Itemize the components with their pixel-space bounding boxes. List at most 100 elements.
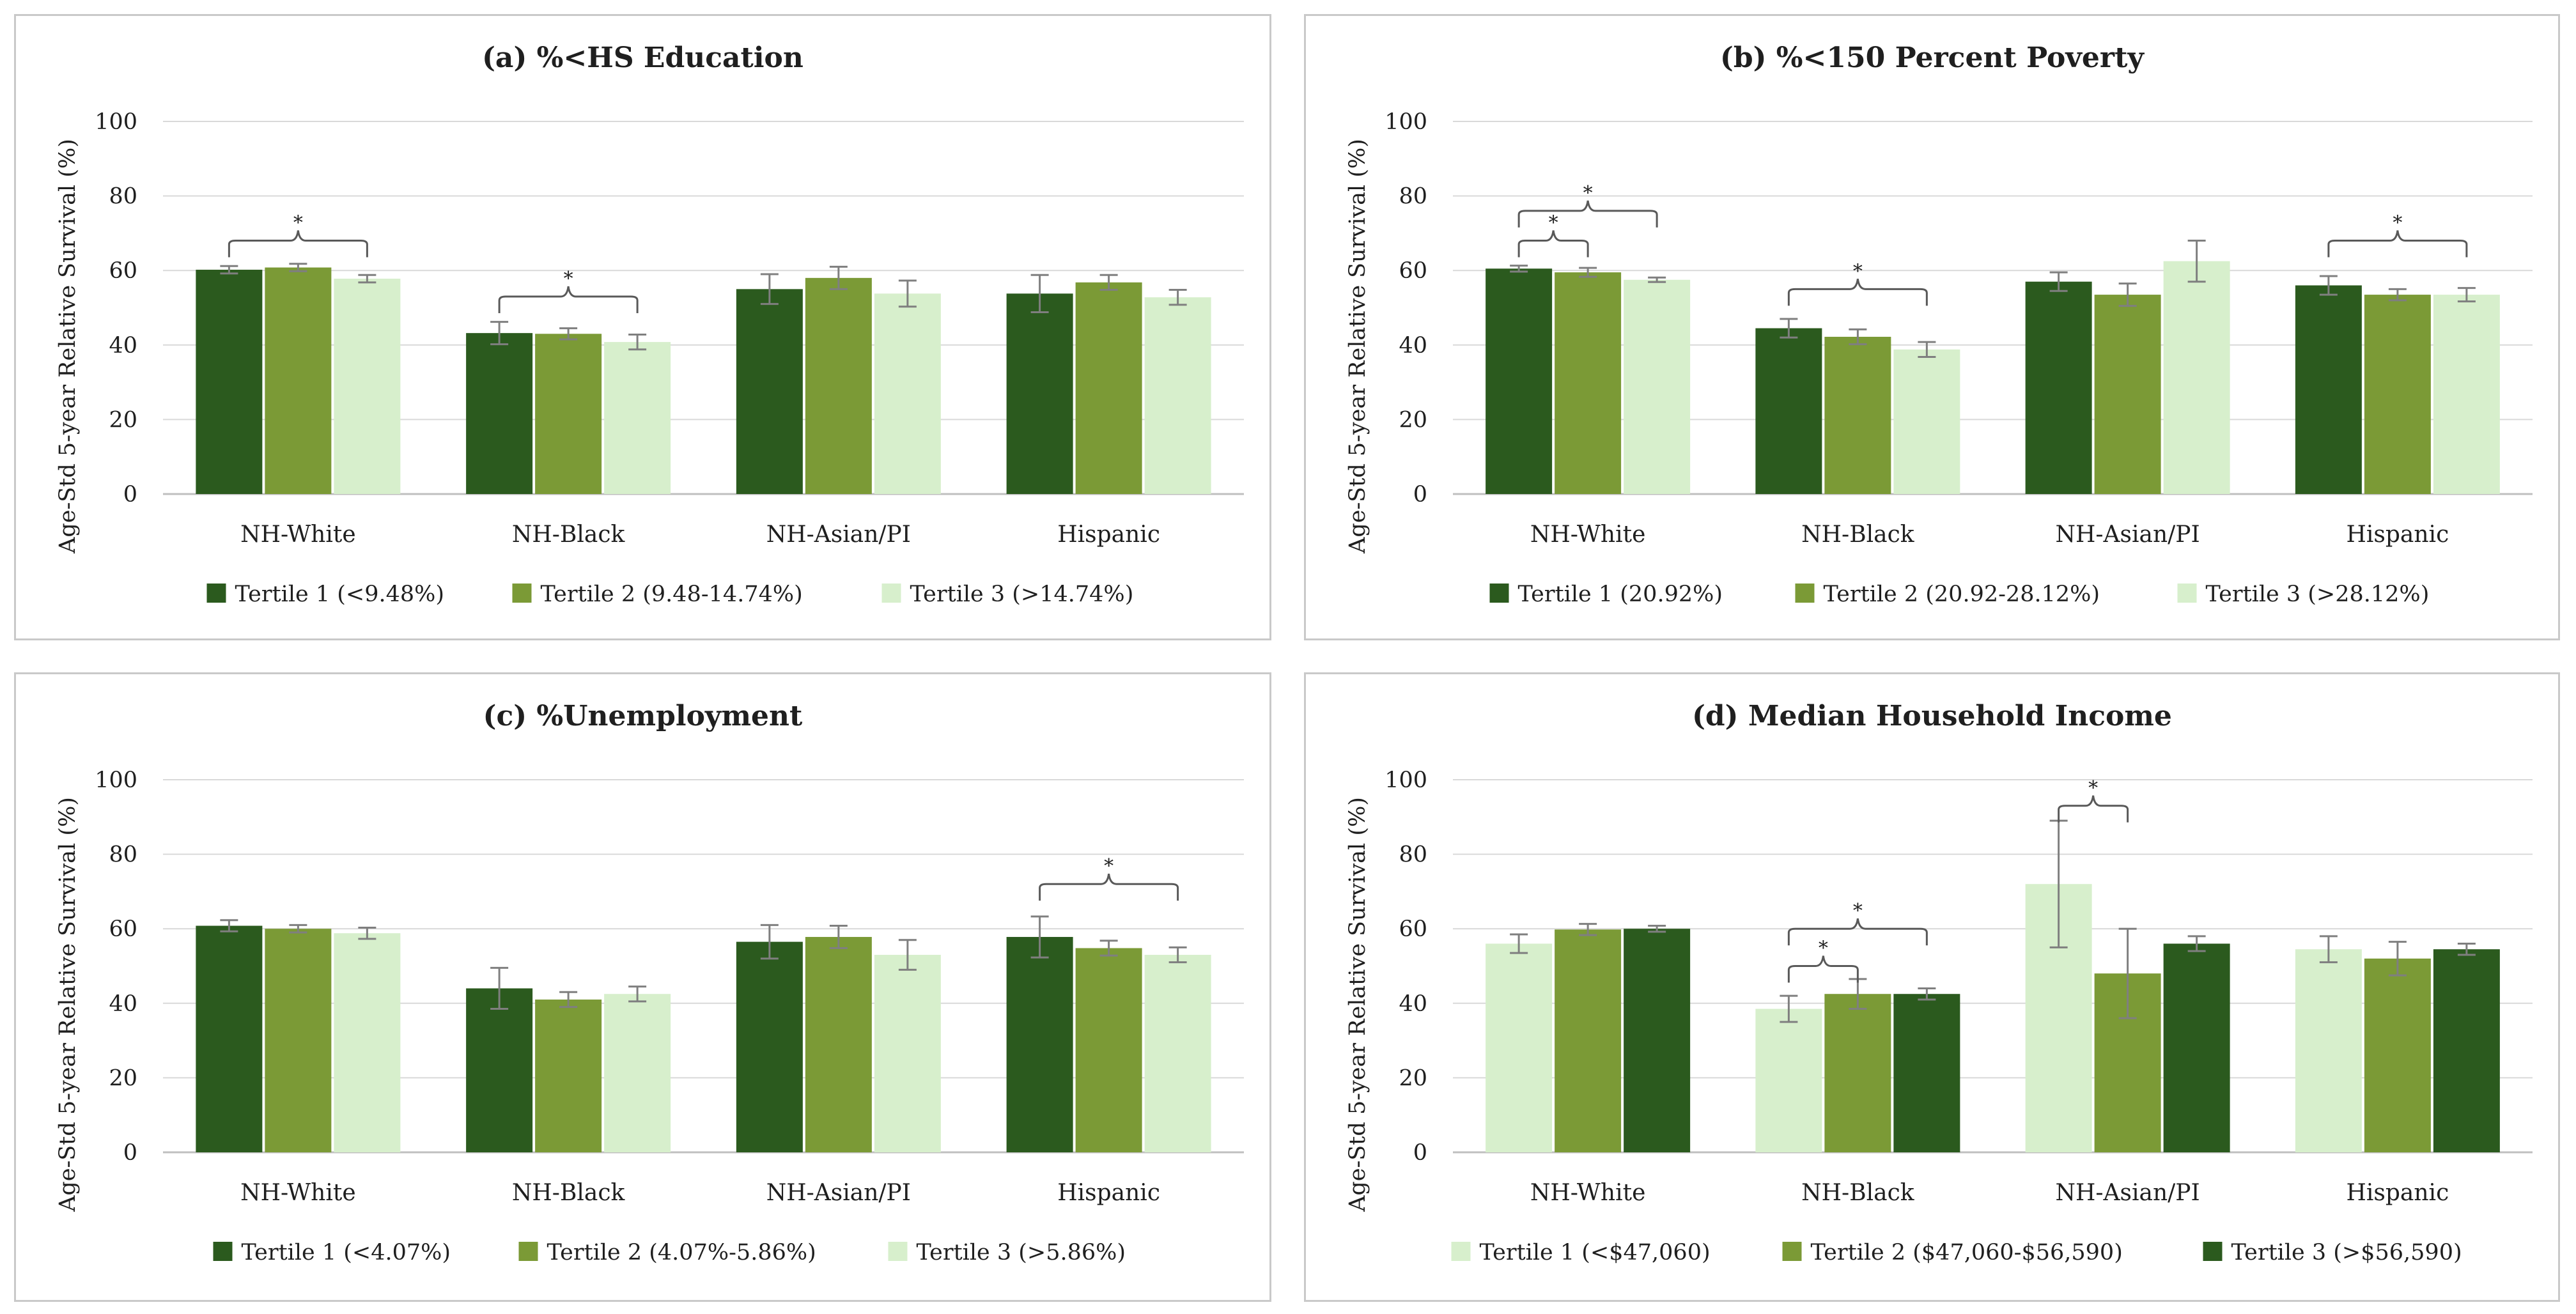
legend-label: Tertile 3 (>5.86%) xyxy=(917,1240,1126,1265)
x-tick-label: NH-White xyxy=(1530,522,1646,548)
y-tick-label: 100 xyxy=(95,768,137,793)
chart-b: (b) %<150 Percent Poverty Age-Std 5-year … xyxy=(1345,42,2533,607)
legend-label: Tertile 3 (>14.74%) xyxy=(910,582,1134,607)
chart-c: (c) %Unemployment Age-Std 5-year Relative… xyxy=(55,700,1244,1265)
bar xyxy=(805,937,872,1152)
significance-brace xyxy=(1787,279,1928,306)
significance-brace xyxy=(1517,230,1589,258)
bar xyxy=(1486,943,1553,1152)
significance-brace xyxy=(228,230,368,258)
x-tick-label: NH-Black xyxy=(512,1180,626,1206)
bar xyxy=(1824,994,1891,1152)
bar xyxy=(2295,285,2362,494)
y-tick-label: 20 xyxy=(1399,407,1427,433)
x-tick-label: NH-Asian/PI xyxy=(766,1180,911,1206)
y-tick-label: 80 xyxy=(109,184,137,210)
legend-label: Tertile 3 (>$56,590) xyxy=(2231,1240,2462,1265)
bar xyxy=(604,994,671,1152)
bar xyxy=(2433,295,2500,494)
legend-label: Tertile 1 (<9.48%) xyxy=(235,582,445,607)
x-tick-label: NH-White xyxy=(240,1180,356,1206)
significance-star: * xyxy=(2088,777,2098,800)
bar xyxy=(196,270,263,494)
y-tick-label: 0 xyxy=(1413,1140,1427,1166)
x-tick-label: NH-Black xyxy=(1801,1180,1915,1206)
legend-label: Tertile 2 ($47,060-$56,590) xyxy=(1811,1240,2123,1265)
significance-star: * xyxy=(1104,855,1113,877)
y-tick-label: 100 xyxy=(1385,109,1427,135)
legend-label: Tertile 2 (20.92-28.12%) xyxy=(1824,582,2100,607)
y-tick-label: 40 xyxy=(1399,333,1427,359)
y-axis-label: Age-Std 5-year Relative Survival (%) xyxy=(1345,797,1370,1212)
bar xyxy=(334,933,401,1152)
y-tick-label: 40 xyxy=(109,991,137,1017)
legend-label: Tertile 1 (<$47,060) xyxy=(1480,1240,1711,1265)
chart-panel-c: (c) %Unemployment Age-Std 5-year Relative… xyxy=(14,672,1271,1302)
bar xyxy=(2295,949,2362,1152)
bar xyxy=(604,342,671,494)
legend-swatch xyxy=(881,584,901,603)
bar xyxy=(2433,949,2500,1152)
chart-a: (a) %<HS Education Age-Std 5-year Relativ… xyxy=(55,42,1244,607)
bar xyxy=(1893,349,1960,494)
x-tick-label: Hispanic xyxy=(1057,1180,1160,1206)
y-tick-label: 20 xyxy=(1399,1065,1427,1091)
x-tick-label: NH-White xyxy=(1530,1180,1646,1206)
chart-d: (d) Median Household Income Age-Std 5-yea… xyxy=(1345,700,2533,1265)
bar xyxy=(2094,295,2161,494)
x-tick-label: NH-Black xyxy=(1801,522,1915,548)
chart-panel-b: (b) %<150 Percent Poverty Age-Std 5-year … xyxy=(1304,14,2560,640)
y-axis-label: Age-Std 5-year Relative Survival (%) xyxy=(1345,139,1370,554)
y-tick-label: 60 xyxy=(1399,916,1427,942)
significance-star: * xyxy=(1549,212,1558,235)
y-tick-label: 40 xyxy=(1399,991,1427,1017)
x-tick-label: NH-Asian/PI xyxy=(2055,1180,2200,1206)
significance-star: * xyxy=(1853,260,1863,282)
significance-brace xyxy=(1517,200,1658,228)
y-tick-label: 0 xyxy=(1413,482,1427,507)
legend-swatch xyxy=(512,584,532,603)
bar xyxy=(265,929,332,1152)
legend-swatch xyxy=(1782,1242,1802,1261)
y-tick-label: 100 xyxy=(1385,768,1427,793)
legend-swatch xyxy=(1451,1242,1471,1261)
bar xyxy=(535,999,602,1152)
legend-label: Tertile 1 (20.92%) xyxy=(1518,582,1723,607)
bar xyxy=(1755,328,1822,494)
legend-swatch xyxy=(2203,1242,2223,1261)
x-tick-label: Hispanic xyxy=(2346,522,2449,548)
bar xyxy=(2364,958,2431,1152)
chart-title: (c) %Unemployment xyxy=(483,700,803,732)
bar xyxy=(805,277,872,494)
significance-star: * xyxy=(293,212,303,235)
bar xyxy=(1075,282,1142,494)
y-tick-label: 80 xyxy=(109,842,137,868)
significance-star: * xyxy=(2393,212,2402,235)
bar xyxy=(466,333,533,494)
significance-star: * xyxy=(564,268,573,290)
significance-brace xyxy=(1039,874,1179,901)
bar xyxy=(1555,929,1622,1152)
bar xyxy=(2163,261,2230,494)
y-tick-label: 40 xyxy=(109,333,137,359)
legend-swatch xyxy=(206,584,226,603)
bar xyxy=(1006,937,1073,1152)
chart-panel-d: (d) Median Household Income Age-Std 5-yea… xyxy=(1304,672,2560,1302)
bar xyxy=(334,279,401,494)
y-tick-label: 0 xyxy=(123,482,137,507)
bar xyxy=(1624,929,1691,1152)
legend-swatch xyxy=(888,1242,908,1261)
y-axis-label: Age-Std 5-year Relative Survival (%) xyxy=(55,797,81,1212)
legend-swatch xyxy=(518,1242,538,1261)
significance-star: * xyxy=(1819,938,1828,960)
bar xyxy=(874,293,941,494)
y-tick-label: 60 xyxy=(1399,258,1427,284)
chart-title: (b) %<150 Percent Poverty xyxy=(1720,42,2145,74)
significance-brace xyxy=(2327,230,2468,258)
legend-label: Tertile 3 (>28.12%) xyxy=(2206,582,2430,607)
legend-label: Tertile 1 (<4.07%) xyxy=(242,1240,451,1265)
bar xyxy=(535,334,602,494)
significance-brace xyxy=(2058,795,2129,823)
bar xyxy=(265,267,332,494)
bar xyxy=(2364,295,2431,494)
